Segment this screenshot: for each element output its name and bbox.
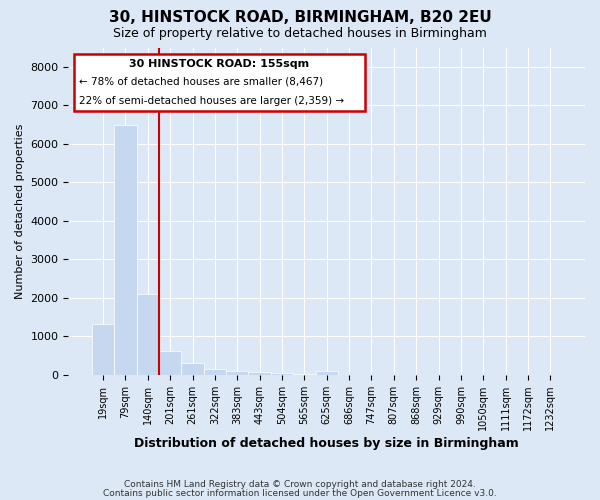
- X-axis label: Distribution of detached houses by size in Birmingham: Distribution of detached houses by size …: [134, 437, 519, 450]
- Bar: [92, 324, 114, 375]
- Bar: [137, 294, 159, 375]
- Text: 22% of semi-detached houses are larger (2,359) →: 22% of semi-detached houses are larger (…: [79, 96, 344, 106]
- Bar: [293, 374, 316, 375]
- Bar: [271, 373, 293, 375]
- Bar: [114, 124, 137, 375]
- Bar: [316, 371, 338, 375]
- Bar: [159, 351, 181, 375]
- Bar: [226, 371, 248, 375]
- Text: Size of property relative to detached houses in Birmingham: Size of property relative to detached ho…: [113, 28, 487, 40]
- Text: Contains public sector information licensed under the Open Government Licence v3: Contains public sector information licen…: [103, 488, 497, 498]
- Y-axis label: Number of detached properties: Number of detached properties: [15, 124, 25, 299]
- Text: ← 78% of detached houses are smaller (8,467): ← 78% of detached houses are smaller (8,…: [79, 76, 323, 86]
- Text: Contains HM Land Registry data © Crown copyright and database right 2024.: Contains HM Land Registry data © Crown c…: [124, 480, 476, 489]
- Bar: [248, 372, 271, 375]
- Bar: [181, 364, 204, 375]
- Bar: [204, 369, 226, 375]
- Text: 30 HINSTOCK ROAD: 155sqm: 30 HINSTOCK ROAD: 155sqm: [130, 60, 310, 70]
- FancyBboxPatch shape: [74, 54, 365, 112]
- Text: 30, HINSTOCK ROAD, BIRMINGHAM, B20 2EU: 30, HINSTOCK ROAD, BIRMINGHAM, B20 2EU: [109, 10, 491, 25]
